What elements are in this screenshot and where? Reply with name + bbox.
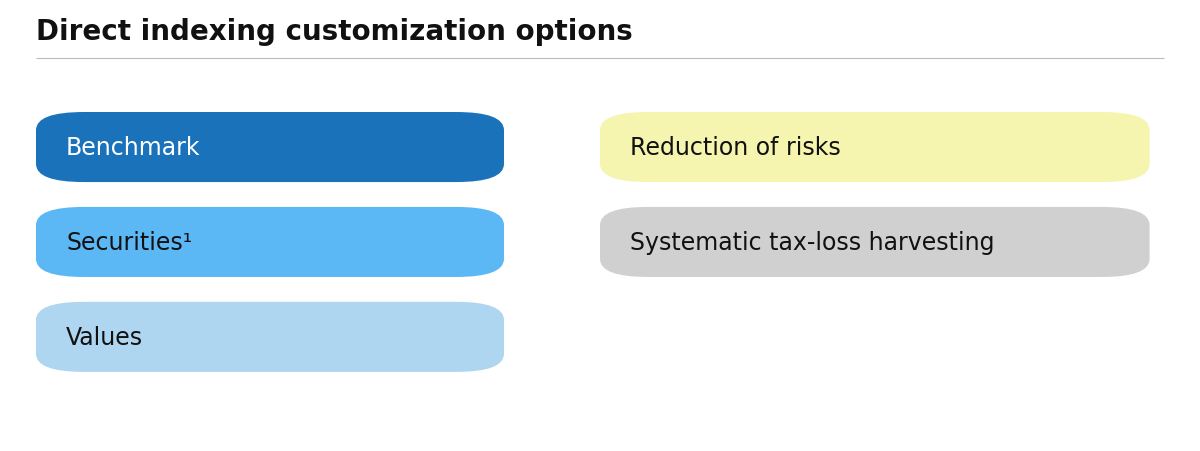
- Text: Benchmark: Benchmark: [66, 136, 200, 160]
- FancyBboxPatch shape: [36, 302, 504, 372]
- FancyBboxPatch shape: [600, 207, 1150, 277]
- Text: Values: Values: [66, 325, 143, 349]
- Text: Securities¹: Securities¹: [66, 230, 192, 254]
- FancyBboxPatch shape: [600, 113, 1150, 183]
- FancyBboxPatch shape: [36, 207, 504, 277]
- Text: Reduction of risks: Reduction of risks: [630, 136, 841, 160]
- FancyBboxPatch shape: [36, 113, 504, 183]
- Text: Direct indexing customization options: Direct indexing customization options: [36, 18, 632, 46]
- Text: Systematic tax-loss harvesting: Systematic tax-loss harvesting: [630, 230, 995, 254]
